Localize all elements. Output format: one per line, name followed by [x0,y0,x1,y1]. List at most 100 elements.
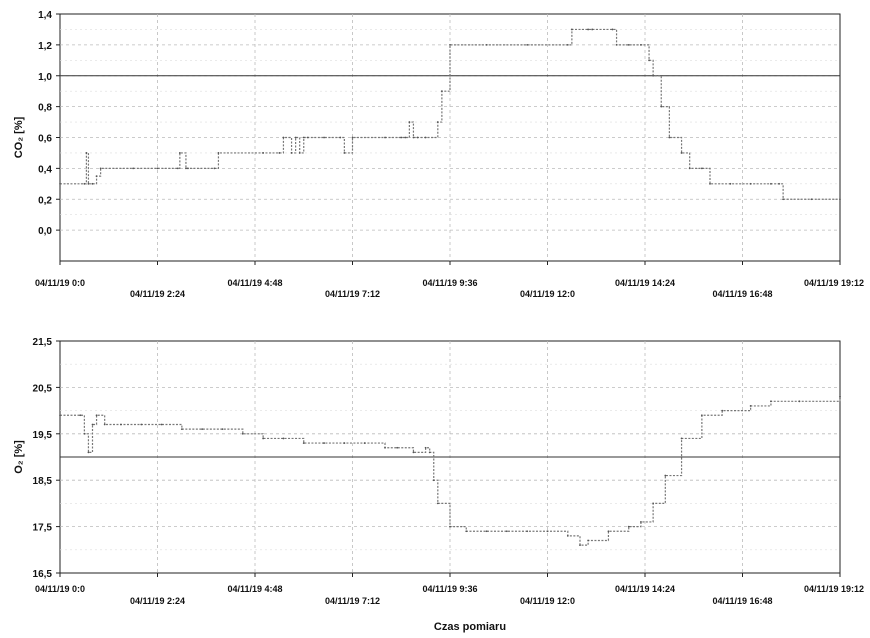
data-point [323,136,325,139]
data-point [839,198,841,201]
data-point [363,442,366,444]
y-tick-label: 19,5 [33,430,53,441]
data-point [428,451,431,454]
data-point [424,136,427,139]
data-point [103,423,106,426]
data-point [778,182,780,185]
data-point [91,182,94,185]
data-point [436,121,439,123]
data-point [485,43,488,46]
x-tick-label: 04/11/19 9:36 [422,278,477,288]
data-point [282,437,285,440]
x-tick-label: 04/11/19 16:48 [712,596,772,606]
x-tick-label: 04/11/19 12:0 [520,596,575,606]
data-point [566,534,569,537]
x-tick-label: 04/11/19 16:48 [712,289,772,299]
y-tick-label: 20,5 [33,383,53,394]
data-point [59,182,61,185]
x-tick-label: 04/11/19 4:48 [227,584,282,594]
data-point [668,136,671,139]
data-point [384,446,386,449]
data-point [700,167,703,170]
y-tick-label: 0,4 [38,164,52,175]
data-point [412,451,415,454]
data-point [241,432,244,435]
data-point [408,121,411,123]
data-point [424,446,427,449]
data-point [449,525,451,528]
data-point [440,90,443,93]
y-tick-label: 1,4 [38,10,52,21]
o2-chart: 04/11/19 0:0 04/11/19 2:24 04/11/19 4:48 04… [13,337,864,633]
y-tick-label: 16,5 [33,569,53,580]
x-tick-label: 04/11/19 14:24 [615,278,675,288]
x-tick-label: 04/11/19 19:12 [804,584,864,594]
data-point [85,152,88,154]
data-point [664,474,667,477]
data-point [87,182,90,185]
data-point [201,428,204,431]
data-point [640,43,642,46]
data-point [351,136,354,139]
data-point [436,502,439,505]
data-point [282,136,285,139]
y-tick-label: 0,0 [38,226,52,237]
data-point [59,414,61,417]
data-point [652,74,655,77]
data-point [298,152,301,154]
data-point [302,136,305,139]
data-point [839,395,841,398]
y-tick-label: 0,2 [38,195,52,206]
data-point [160,423,163,426]
data-point [278,152,281,154]
data-point [213,167,216,170]
data-point [396,446,399,449]
data-point [648,59,650,62]
data-point [640,521,642,523]
data-point [652,502,655,505]
data-point [587,539,590,542]
data-point [416,136,419,139]
data-point [749,405,752,407]
x-tick-label: 04/11/19 9:36 [422,584,477,594]
data-point [120,423,122,426]
data-point [412,136,415,139]
data-point [178,152,181,154]
data-point [404,136,407,139]
data-point [526,43,529,46]
data-point [627,43,630,46]
data-point [343,442,346,444]
data-point [709,182,711,185]
data-point [95,414,98,417]
x-axis-label: Czas pomiaru [434,621,506,633]
data-point [485,530,488,533]
data-point [526,530,529,533]
data-point [449,43,451,46]
y-tick-label: 1,2 [38,41,52,52]
data-point [339,136,342,139]
data-point [95,175,98,177]
data-point [221,428,224,431]
data-point [180,428,183,431]
x-tick-label: 04/11/19 7:12 [325,289,380,299]
data-point [302,442,305,444]
data-point [83,182,86,185]
y-tick-label: 18,5 [33,476,53,487]
data-point [465,530,468,533]
x-tick-label: 04/11/19 0:0 [35,584,85,594]
data-point [306,136,309,139]
data-point [570,28,573,31]
data-point [591,28,594,31]
data-point [680,437,683,440]
data-point [700,414,703,417]
data-point [185,167,187,170]
y-tick-label: 0,6 [38,134,52,145]
data-point [680,152,683,154]
data-point [611,28,614,31]
x-tick-label: 04/11/19 12:0 [520,289,575,299]
data-point [798,400,801,403]
data-point [607,530,610,533]
data-point [566,43,569,46]
y-tick-label: 17,5 [33,523,53,534]
data-point [187,167,189,170]
